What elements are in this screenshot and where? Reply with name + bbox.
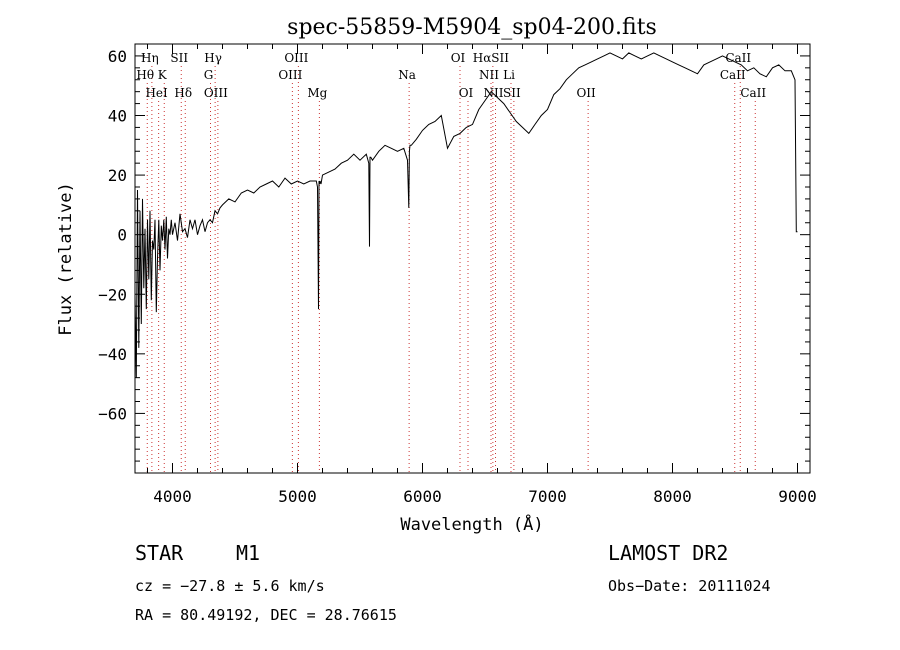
x-axis-ticks: [147, 44, 798, 473]
line-marker-label: Mg: [307, 86, 327, 100]
chart-title: spec-55859-M5904_sp04-200.fits: [287, 15, 657, 40]
line-marker-label: CaII: [720, 68, 746, 82]
redshift-velocity: cz = −27.8 ± 5.6 km/s: [135, 577, 325, 595]
line-marker-label: SII: [170, 51, 188, 65]
object-subclass: M1: [236, 541, 260, 565]
line-marker-label: OIII: [204, 86, 228, 100]
y-tick-label: 40: [108, 107, 127, 126]
line-marker-label: OII: [576, 86, 596, 100]
x-tick-label: 9000: [778, 487, 817, 506]
line-marker-label: Hθ: [136, 68, 154, 82]
line-marker-labels: Hη SII Hγ OIII OI HαSII CaII Hθ K G OIII Na NII Li CaI…: [136, 51, 766, 100]
y-tick-label: −60: [98, 404, 127, 423]
line-marker-label: NII: [484, 86, 504, 100]
line-marker-label: OI: [451, 51, 466, 65]
line-marker-label: NII: [479, 68, 499, 82]
y-axis-ticks: [135, 43, 810, 462]
line-marker-label: HαSII: [473, 51, 510, 65]
coordinates: RA = 80.49192, DEC = 28.76615: [135, 606, 397, 624]
line-marker-label: CaII: [725, 51, 751, 65]
line-marker-label: G: [204, 68, 214, 82]
line-marker-label: OIII: [284, 51, 308, 65]
line-marker-label: Hγ: [204, 51, 222, 65]
y-tick-label: −20: [98, 285, 127, 304]
x-axis-tick-labels: 4000 5000 6000 7000 8000 9000: [153, 487, 817, 506]
y-tick-label: 20: [108, 166, 127, 185]
x-tick-label: 8000: [653, 487, 692, 506]
line-marker-label: Hδ: [174, 86, 192, 100]
x-axis-label: Wavelength (Å): [400, 513, 543, 535]
survey-name: LAMOST DR2: [608, 541, 728, 565]
x-tick-label: 7000: [528, 487, 567, 506]
line-marker-label: Na: [398, 68, 416, 82]
line-marker-label: OIII: [278, 68, 302, 82]
x-tick-label: 6000: [403, 487, 442, 506]
y-tick-label: 60: [108, 47, 127, 66]
y-tick-label: 0: [117, 226, 127, 245]
y-axis-label: Flux (relative): [56, 182, 76, 336]
y-tick-label: −40: [98, 345, 127, 364]
observation-date: Obs−Date: 20111024: [608, 577, 771, 595]
line-marker-label: Hη: [141, 51, 159, 65]
spectrum-line: [134, 52, 798, 378]
line-markers: [146, 66, 756, 473]
line-marker-label: OI: [459, 86, 474, 100]
object-class: STAR: [135, 541, 184, 565]
line-marker-label: HeI: [145, 86, 168, 100]
line-marker-label: K: [158, 68, 168, 82]
plot-frame: [134, 43, 811, 474]
y-axis-tick-labels: −60 −40 −20 0 20 40 60: [98, 47, 127, 423]
line-marker-label: CaII: [740, 86, 766, 100]
x-tick-label: 4000: [153, 487, 192, 506]
line-marker-label: Li: [503, 68, 515, 82]
line-marker-label: SII: [503, 86, 521, 100]
x-tick-label: 5000: [278, 487, 317, 506]
